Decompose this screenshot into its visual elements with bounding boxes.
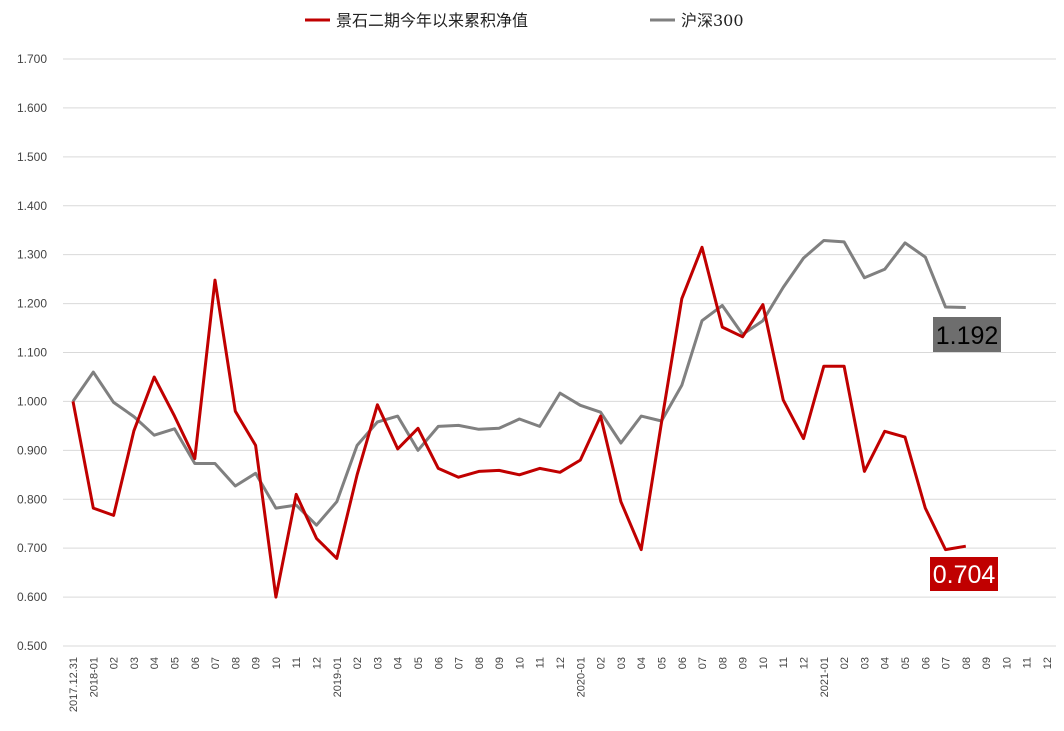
legend-label-index: 沪深300: [681, 11, 744, 30]
x-tick-label: 04: [636, 657, 648, 669]
x-tick-label: 02: [352, 657, 364, 669]
x-tick-label: 03: [859, 657, 871, 669]
x-tick-label: 05: [169, 657, 181, 669]
x-tick-label: 09: [251, 657, 263, 669]
x-tick-label: 03: [129, 657, 141, 669]
y-tick-label: 1.300: [17, 248, 47, 262]
x-tick-label: 02: [109, 657, 121, 669]
callout-index-value: 1.192: [936, 322, 999, 350]
y-axis: 1.700 1.600 1.500 1.400 1.300 1.200 1.100 1.000…: [17, 52, 47, 653]
x-tick-label: 2017.12.31: [68, 657, 80, 712]
x-tick-label: 06: [920, 657, 932, 669]
x-tick-label: 07: [697, 657, 709, 669]
x-tick-label: 2021-01: [819, 657, 831, 697]
y-tick-label: 0.600: [17, 590, 47, 604]
x-tick-label: 12: [1042, 657, 1054, 669]
x-tick-label: 11: [535, 657, 547, 668]
x-tick-label: 03: [616, 657, 628, 669]
x-tick-label: 10: [271, 657, 283, 669]
x-tick-label: 02: [839, 657, 851, 669]
x-tick-label: 07: [941, 657, 953, 669]
x-tick-label: 09: [738, 657, 750, 669]
x-tick-label: 06: [190, 657, 202, 669]
series-line-index: [71, 239, 966, 527]
gridlines: [63, 58, 1056, 647]
x-tick-label: 02: [596, 657, 608, 669]
y-tick-label: 1.600: [17, 101, 47, 115]
series-lines: [71, 239, 967, 599]
x-tick-label: 12: [799, 657, 811, 669]
y-tick-label: 1.700: [17, 52, 47, 66]
x-tick-label: 2020-01: [575, 657, 587, 697]
y-tick-label: 0.900: [17, 443, 47, 457]
y-tick-label: 1.400: [17, 199, 47, 213]
legend: 景石二期今年以来累积净值 沪深300: [305, 11, 744, 30]
x-tick-label: 08: [961, 657, 973, 669]
y-tick-label: 1.500: [17, 150, 47, 164]
x-tick-label: 04: [880, 657, 892, 669]
x-tick-label: 05: [413, 657, 425, 669]
y-tick-label: 1.100: [17, 346, 47, 360]
x-tick-label: 09: [981, 657, 993, 669]
x-tick-label: 07: [454, 657, 466, 669]
y-tick-label: 0.500: [17, 639, 47, 653]
x-tick-label: 2018-01: [88, 657, 100, 697]
x-tick-label: 12: [312, 657, 324, 669]
x-tick-label: 12: [555, 657, 567, 669]
callout-index-box: [933, 317, 1001, 352]
y-tick-label: 1.000: [17, 394, 47, 408]
x-tick-label: 04: [393, 657, 405, 669]
y-tick-label: 1.200: [17, 297, 47, 311]
x-tick-label: 2019-01: [332, 657, 344, 697]
x-tick-label: 08: [474, 657, 486, 669]
x-tick-label: 09: [494, 657, 506, 669]
x-tick-label: 11: [291, 657, 303, 668]
callouts: 1.192 0.704: [930, 317, 1001, 591]
x-tick-label: 07: [210, 657, 222, 669]
x-tick-label: 08: [230, 657, 242, 669]
x-tick-label: 05: [656, 657, 668, 669]
x-tick-label: 10: [1001, 657, 1013, 669]
x-tick-label: 10: [758, 657, 770, 669]
x-tick-label: 11: [778, 657, 790, 668]
y-tick-label: 0.700: [17, 541, 47, 555]
x-tick-label: 11: [1022, 657, 1034, 668]
x-tick-label: 05: [900, 657, 912, 669]
x-axis: 2017.12.31 2018-01 02 03 04 05 06 07 08 09 10 11 12 2…: [68, 657, 1054, 712]
legend-label-fund: 景石二期今年以来累积净值: [336, 11, 528, 30]
x-tick-label: 06: [677, 657, 689, 669]
x-tick-label: 06: [433, 657, 445, 669]
x-tick-label: 04: [149, 657, 161, 669]
x-tick-label: 08: [717, 657, 729, 669]
y-tick-label: 0.800: [17, 492, 47, 506]
callout-fund-box: [930, 557, 998, 591]
x-tick-label: 03: [372, 657, 384, 669]
series-line-fund: [71, 245, 967, 599]
x-tick-label: 10: [514, 657, 526, 669]
callout-fund-value: 0.704: [933, 561, 996, 589]
